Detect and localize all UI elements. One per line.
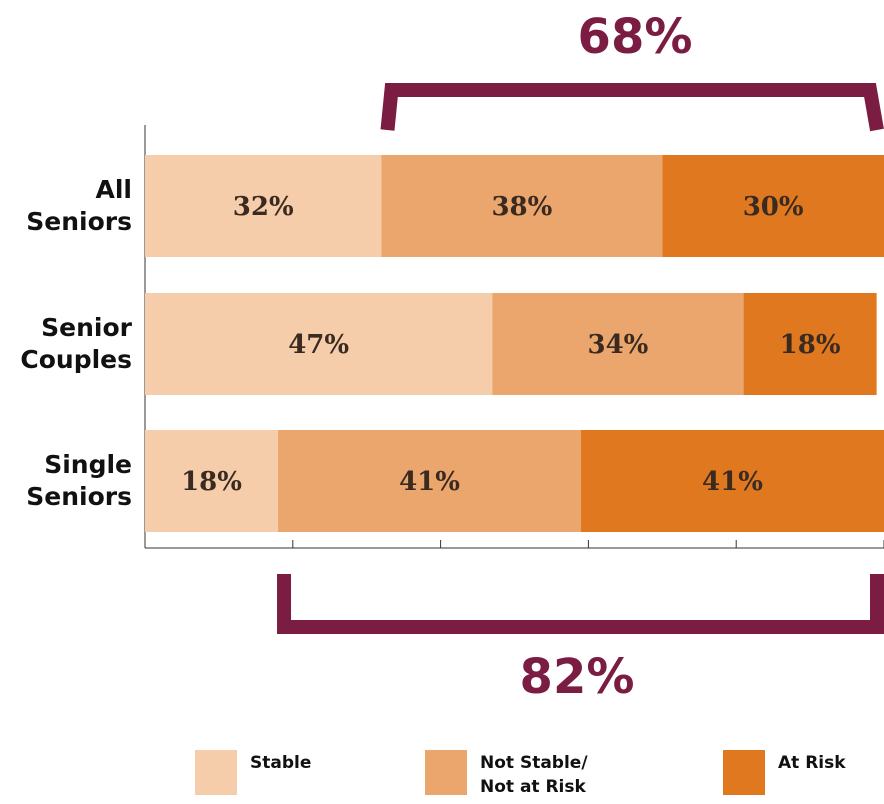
value-label: 30% (743, 192, 804, 222)
value-label: 32% (233, 192, 294, 222)
legend-swatch (425, 750, 467, 795)
bar-segment (662, 155, 884, 257)
legend-label: At Risk (778, 753, 846, 773)
bar-segment (492, 293, 744, 395)
bar-segment (145, 430, 279, 532)
value-label: 47% (288, 330, 349, 360)
value-label: 34% (588, 330, 649, 360)
legend-label: Stable (250, 753, 312, 773)
bar-segment (743, 293, 877, 395)
bar-segment (381, 155, 663, 257)
bar-segment (145, 293, 493, 395)
annotation: 82% (520, 649, 635, 705)
category-label: Single Seniors (26, 450, 132, 511)
legend-swatch (723, 750, 765, 795)
category-label: Senior Couples (20, 313, 132, 374)
value-label: 18% (780, 330, 841, 360)
value-label: 41% (702, 467, 763, 497)
bar-segment (278, 430, 582, 532)
bracket (277, 574, 884, 634)
legend-swatch (195, 750, 237, 795)
bracket (380, 83, 884, 132)
annotation: 68% (578, 9, 693, 65)
category-label: All Seniors (26, 175, 132, 236)
legend-label: Not Stable/ Not at Risk (480, 753, 588, 797)
value-label: 41% (399, 467, 460, 497)
value-label: 38% (491, 192, 552, 222)
value-label: 18% (181, 467, 242, 497)
bar-segment (581, 430, 884, 532)
bar-segment (145, 155, 382, 257)
